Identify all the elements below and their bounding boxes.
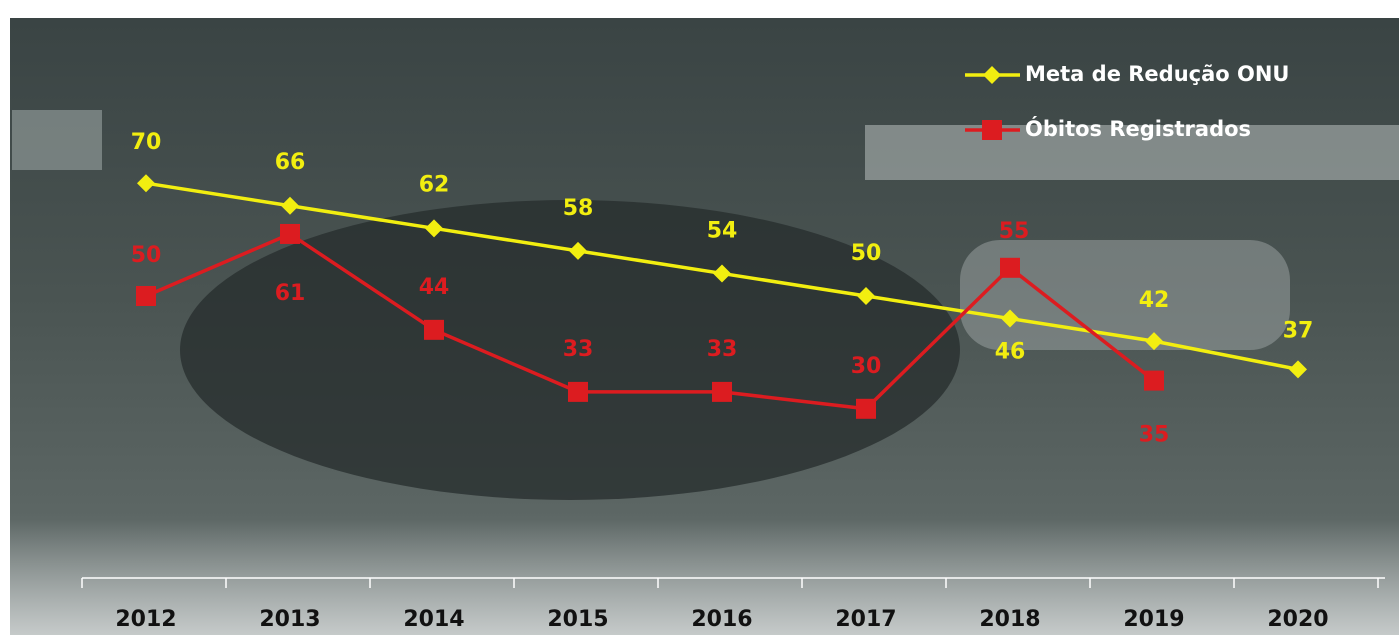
line-marker <box>1000 257 1020 278</box>
legend-label: Óbitos Registrados <box>1025 116 1251 141</box>
line-marker <box>424 319 444 340</box>
data-label: 50 <box>131 243 162 268</box>
line-marker <box>1145 332 1163 351</box>
data-label: 61 <box>275 281 306 306</box>
data-label: 62 <box>419 172 450 197</box>
line-marker <box>857 287 875 305</box>
data-label: 50 <box>851 241 882 266</box>
line-marker <box>713 264 731 283</box>
x-tick-label: 2013 <box>259 607 320 632</box>
background-building <box>865 125 1399 180</box>
legend-label: Meta de Redução ONU <box>1025 62 1289 86</box>
x-tick-label: 2018 <box>979 607 1040 632</box>
data-label: 55 <box>999 219 1030 244</box>
data-label: 58 <box>563 196 594 221</box>
background-wall <box>12 110 102 170</box>
line-marker <box>136 286 156 306</box>
line-marker <box>280 223 300 244</box>
data-label: 33 <box>707 337 738 362</box>
background-car <box>180 200 960 500</box>
x-tick-label: 2020 <box>1267 607 1328 632</box>
line-marker <box>137 174 155 193</box>
line-marker <box>982 120 1002 140</box>
data-label: 37 <box>1283 318 1314 343</box>
data-label: 66 <box>275 150 306 175</box>
data-label: 33 <box>563 337 594 362</box>
data-label: 70 <box>131 130 162 155</box>
data-label: 46 <box>995 340 1026 365</box>
line-marker <box>568 381 588 402</box>
data-label: 54 <box>707 218 738 243</box>
line-marker <box>425 219 443 238</box>
x-tick-label: 2015 <box>547 607 608 632</box>
data-label: 35 <box>1139 423 1170 448</box>
line-marker <box>569 241 587 260</box>
x-tick-label: 2019 <box>1123 607 1184 632</box>
line-marker <box>1144 370 1164 391</box>
line-marker <box>281 196 299 215</box>
series-line <box>145 231 1156 411</box>
line-marker <box>712 381 732 402</box>
x-tick-label: 2016 <box>691 607 752 632</box>
data-label: 42 <box>1139 288 1170 313</box>
x-tick-label: 2017 <box>835 607 896 632</box>
line-marker <box>856 398 876 419</box>
x-tick-label: 2014 <box>403 607 464 632</box>
x-tick-label: 2012 <box>115 607 176 632</box>
data-label: 44 <box>419 275 450 300</box>
background-car-2 <box>960 240 1290 350</box>
data-label: 30 <box>851 354 882 379</box>
line-marker <box>983 66 1001 84</box>
line-marker <box>1289 360 1307 379</box>
line-marker <box>1001 309 1019 328</box>
